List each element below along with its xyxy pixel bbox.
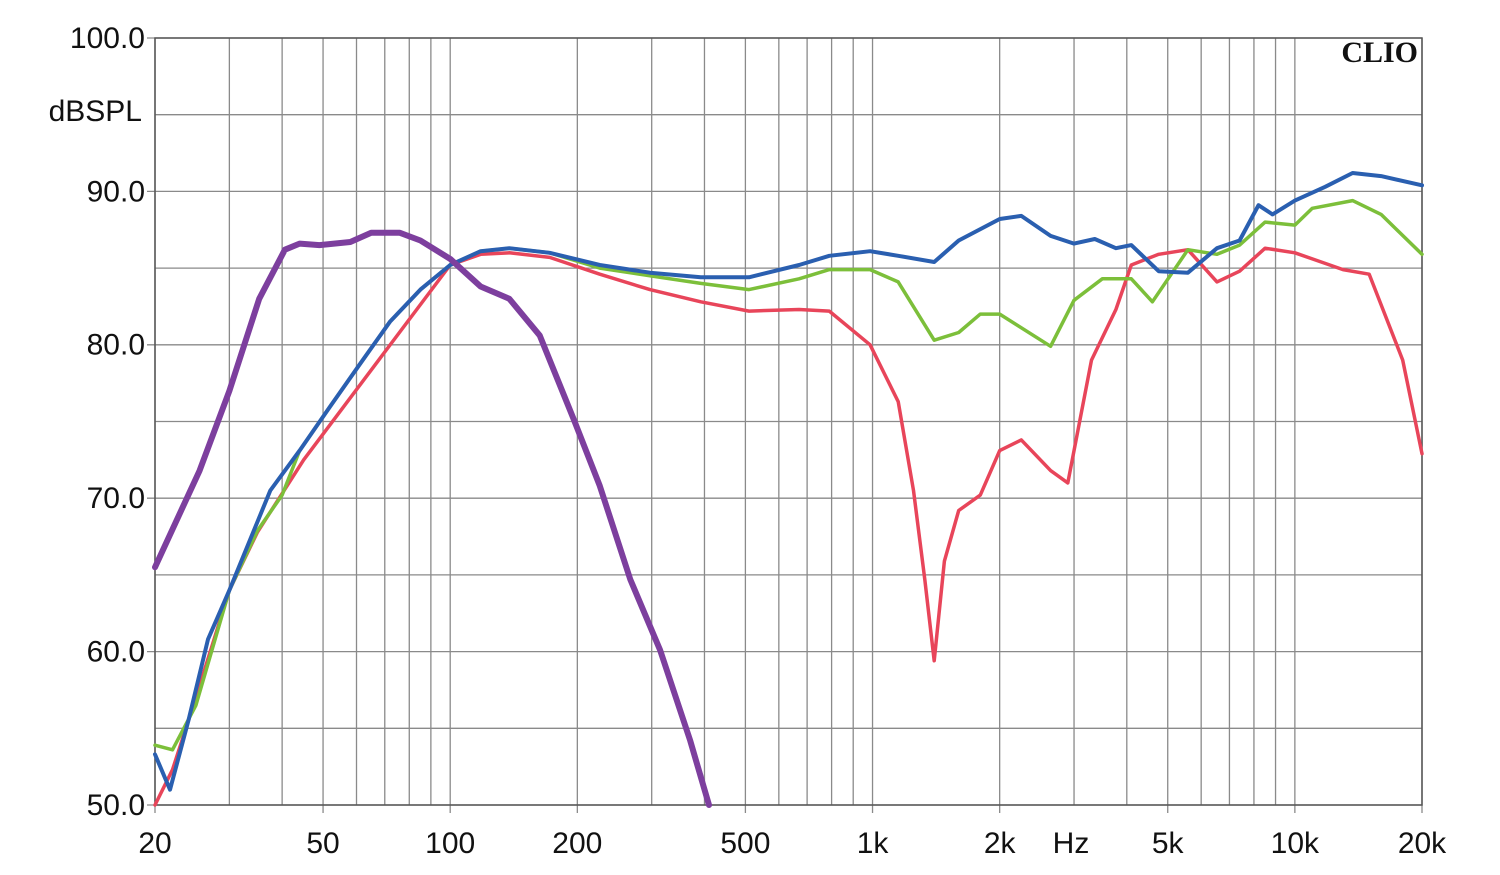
response-curve xyxy=(153,171,1424,792)
y-axis-label: dBSPL xyxy=(49,95,142,128)
x-tick-label: 5k xyxy=(1152,827,1185,860)
x-tick-label: 100 xyxy=(425,827,475,860)
y-tick-label: 90.0 xyxy=(87,175,145,208)
plot-border xyxy=(154,37,1423,806)
y-tick-label: 50.0 xyxy=(87,789,145,822)
response-curve xyxy=(152,229,712,808)
response-curve xyxy=(153,246,1424,807)
x-tick-label: 200 xyxy=(552,827,602,860)
y-tick-label: 70.0 xyxy=(87,482,145,515)
x-tick-label: 20k xyxy=(1398,827,1447,860)
response-curve xyxy=(153,198,1424,752)
x-tick-label: 20 xyxy=(138,827,171,860)
y-tick-label: 80.0 xyxy=(87,329,145,362)
x-tick-label: 1k xyxy=(857,827,890,860)
x-tick-label: 10k xyxy=(1271,827,1320,860)
x-tick-label: 500 xyxy=(720,827,770,860)
x-axis-label: Hz xyxy=(1053,827,1090,860)
watermark: CLIO xyxy=(1341,36,1418,69)
y-tick-label: 100.0 xyxy=(70,22,145,55)
x-tick-label: 2k xyxy=(984,827,1017,860)
x-tick-label: 50 xyxy=(306,827,339,860)
y-tick-label: 60.0 xyxy=(87,636,145,669)
